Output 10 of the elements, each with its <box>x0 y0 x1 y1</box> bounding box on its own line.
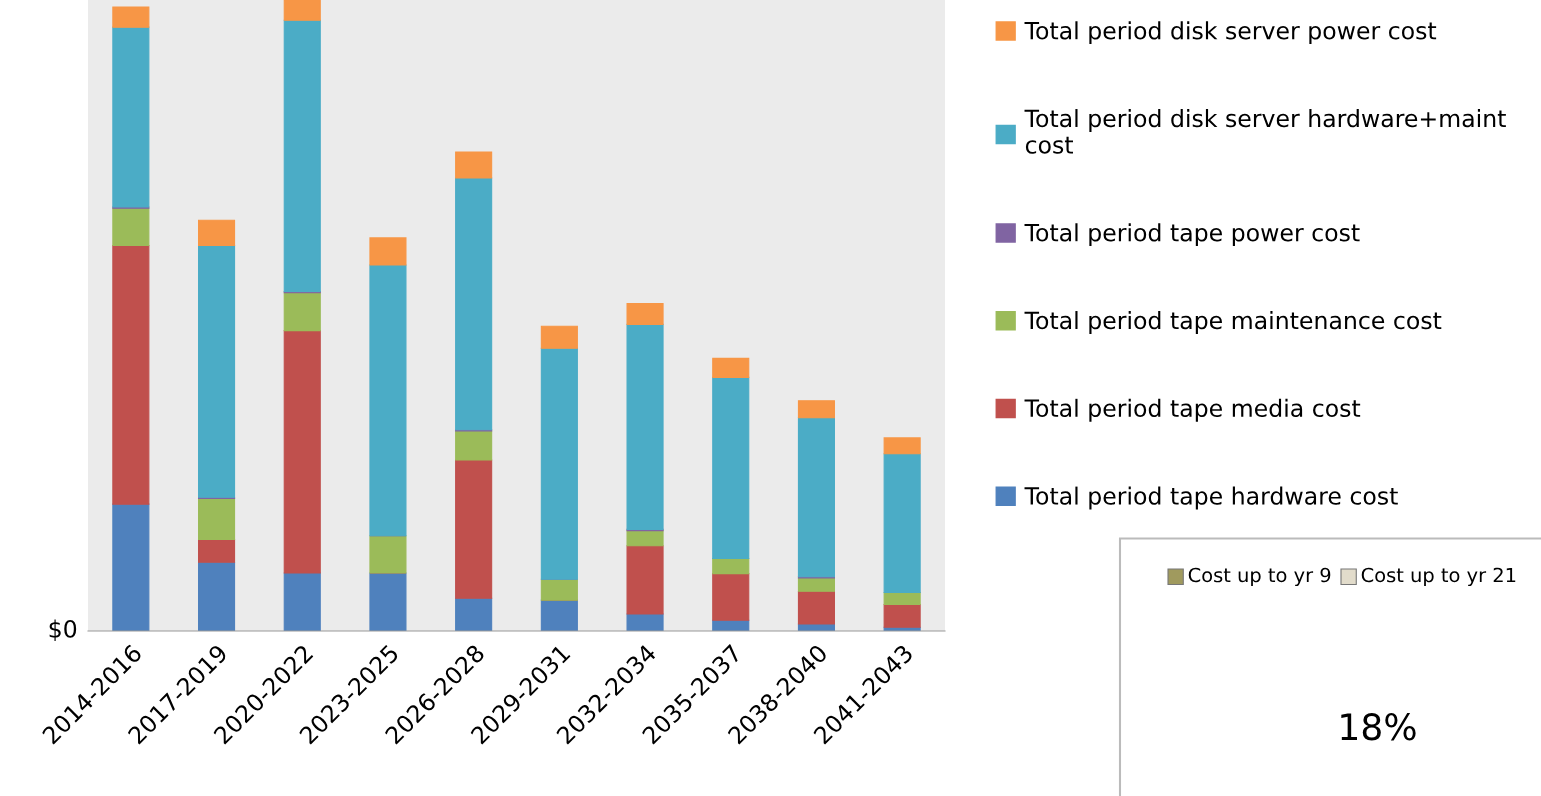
text: $0 <box>49 619 77 641</box>
category-label: Cost up to yr 21 <box>1361 567 1516 587</box>
text: 18% <box>1341 713 1416 741</box>
legend-label: Total period tape power cost <box>1024 223 1360 247</box>
legend-label: Total period tape media cost <box>1024 398 1361 422</box>
legend-label: Total period tape hardware cost <box>1024 486 1398 510</box>
legend-label: Total period tape maintenance cost <box>1024 311 1442 334</box>
legend-label: Total period disk server hardware+maint cost <box>1024 109 1506 154</box>
legend-label: Total period disk server power cost <box>1024 21 1437 45</box>
category-label: Cost up to yr 9 <box>1188 567 1331 587</box>
